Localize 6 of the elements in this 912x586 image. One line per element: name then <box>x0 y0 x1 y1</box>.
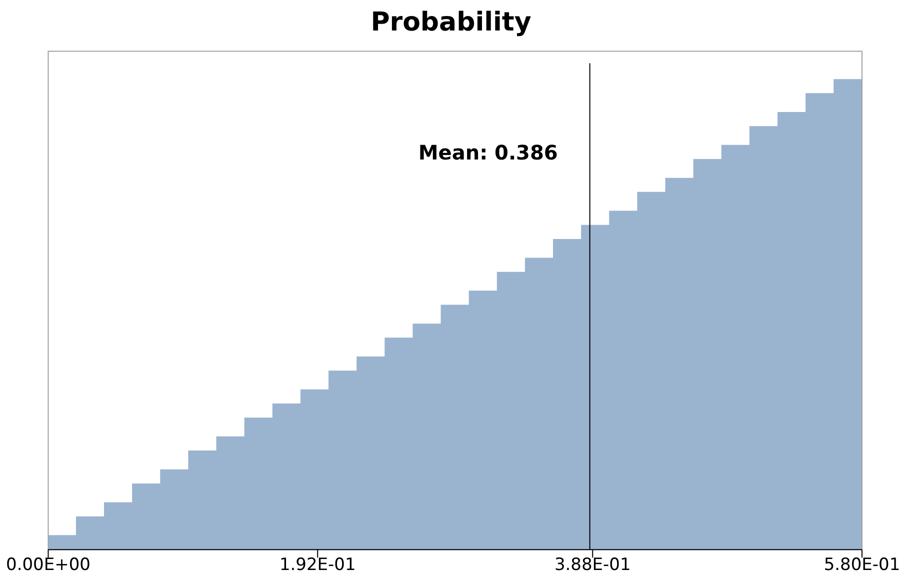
x-tick-label: 3.88E-01 <box>554 555 631 576</box>
x-tick-label: 1.92E-01 <box>279 555 356 576</box>
x-tick-label: 0.00E+00 <box>6 555 90 576</box>
chart-title: Probability <box>370 7 532 38</box>
x-tick-label: 5.80E-01 <box>824 555 900 576</box>
ref-line-label: Mean: 0.386 <box>418 140 558 164</box>
